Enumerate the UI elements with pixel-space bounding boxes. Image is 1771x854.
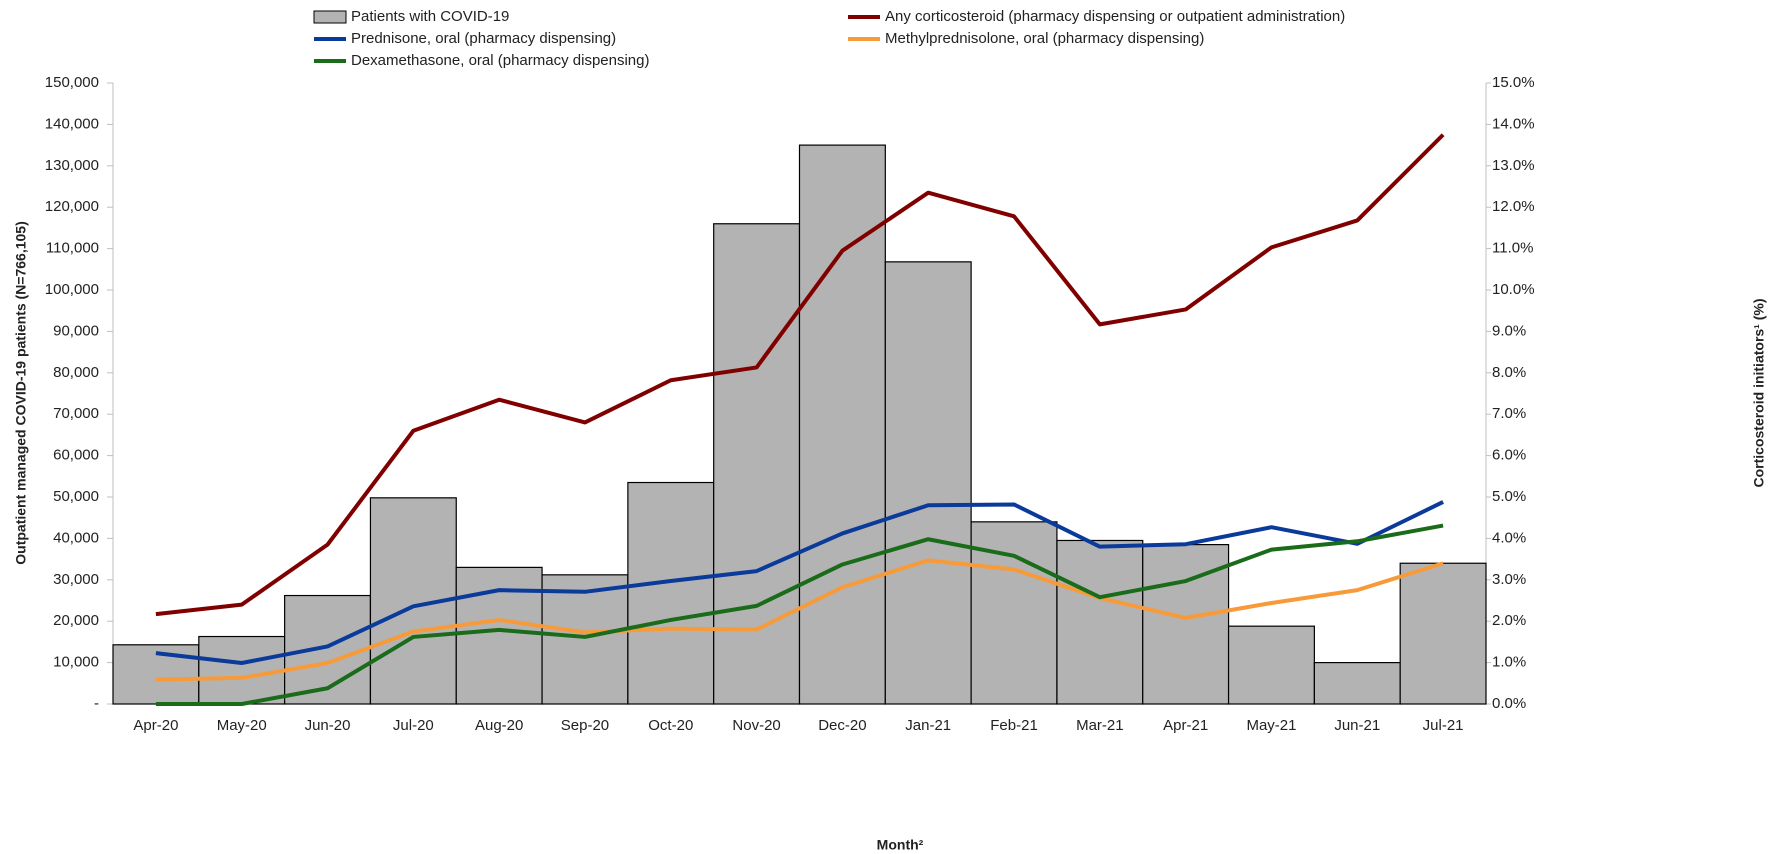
y2-tick-label: 0.0% [1492, 695, 1526, 712]
y2-tick-label: 3.0% [1492, 571, 1526, 588]
y2-tick-label: 15.0% [1492, 74, 1535, 91]
y2-tick-label: 2.0% [1492, 612, 1526, 629]
x-tick-label: Jun-21 [1334, 717, 1380, 734]
y-tick-label: 100,000 [45, 281, 99, 298]
y-tick-label: 80,000 [53, 364, 99, 381]
bar [198, 635, 286, 705]
x-tick-label: Jun-20 [305, 717, 351, 734]
x-tick-label: Jan-21 [905, 717, 951, 734]
legend-label: Prednisone, oral (pharmacy dispensing) [351, 30, 616, 47]
bar [1313, 661, 1401, 705]
y-tick-label: 10,000 [53, 654, 99, 671]
bar [884, 261, 972, 705]
x-tick-label: Jul-20 [393, 717, 434, 734]
y-tick-label: 130,000 [45, 157, 99, 174]
y2-axis-title: Corticosteroid initiators¹ (%) [1751, 298, 1767, 487]
legend-label: Any corticosteroid (pharmacy dispensing … [885, 8, 1345, 25]
y2-tick-label: 12.0% [1492, 198, 1535, 215]
x-tick-label: Apr-21 [1163, 717, 1208, 734]
x-tick-label: Apr-20 [133, 717, 178, 734]
x-axis-title: Month² [877, 837, 924, 853]
bar [284, 594, 372, 705]
x-tick-label: Feb-21 [990, 717, 1038, 734]
x-tick-label: Jul-21 [1423, 717, 1464, 734]
x-tick-label: Aug-20 [475, 717, 523, 734]
y2-tick-label: 9.0% [1492, 322, 1526, 339]
y-tick-label: 110,000 [46, 240, 99, 257]
y2-tick-label: 14.0% [1492, 115, 1535, 132]
y-tick-label: 40,000 [53, 529, 99, 546]
x-tick-label: Sep-20 [561, 717, 609, 734]
legend-swatch [313, 10, 347, 24]
bar [541, 574, 629, 705]
x-tick-label: May-21 [1246, 717, 1296, 734]
bar [627, 481, 715, 705]
x-tick-label: Nov-20 [732, 717, 780, 734]
y-tick-label: 30,000 [53, 571, 99, 588]
y-tick-label: 60,000 [53, 447, 99, 464]
line-series [155, 558, 1444, 682]
y-tick-label: 70,000 [53, 405, 99, 422]
y2-tick-label: 5.0% [1492, 488, 1526, 505]
y2-tick-label: 13.0% [1492, 157, 1535, 174]
y2-tick-label: 1.0% [1492, 654, 1526, 671]
y-tick-label: 50,000 [53, 488, 99, 505]
bar [455, 566, 543, 705]
y-tick-label: 20,000 [53, 612, 99, 629]
line-series [155, 500, 1444, 666]
y2-tick-label: 4.0% [1492, 529, 1526, 546]
bar [798, 144, 886, 705]
x-tick-label: Mar-21 [1076, 717, 1124, 734]
bar [713, 223, 801, 705]
y-axis-title: Outpatient managed COVID-19 patients (N=… [13, 221, 29, 564]
y-tick-label: 90,000 [53, 322, 99, 339]
line-series [155, 133, 1445, 617]
y2-tick-label: 8.0% [1492, 364, 1526, 381]
legend-label: Methylprednisolone, oral (pharmacy dispe… [885, 30, 1204, 47]
legend-label: Dexamethasone, oral (pharmacy dispensing… [351, 52, 649, 69]
line-series [155, 523, 1444, 706]
y2-tick-label: 10.0% [1492, 281, 1535, 298]
y2-tick-label: 6.0% [1492, 447, 1526, 464]
y-tick-label: 140,000 [45, 115, 99, 132]
x-tick-label: Dec-20 [818, 717, 866, 734]
bar [1056, 539, 1144, 705]
y2-tick-label: 11.0% [1492, 240, 1533, 257]
y-tick-label: 120,000 [45, 198, 99, 215]
bar [1399, 562, 1487, 705]
bar [1227, 625, 1315, 705]
legend-label: Patients with COVID-19 [351, 8, 509, 25]
y-tick-label: - [94, 695, 99, 712]
x-tick-label: May-20 [217, 717, 267, 734]
x-tick-label: Oct-20 [648, 717, 693, 734]
y-tick-label: 150,000 [45, 74, 99, 91]
y2-tick-label: 7.0% [1492, 405, 1526, 422]
